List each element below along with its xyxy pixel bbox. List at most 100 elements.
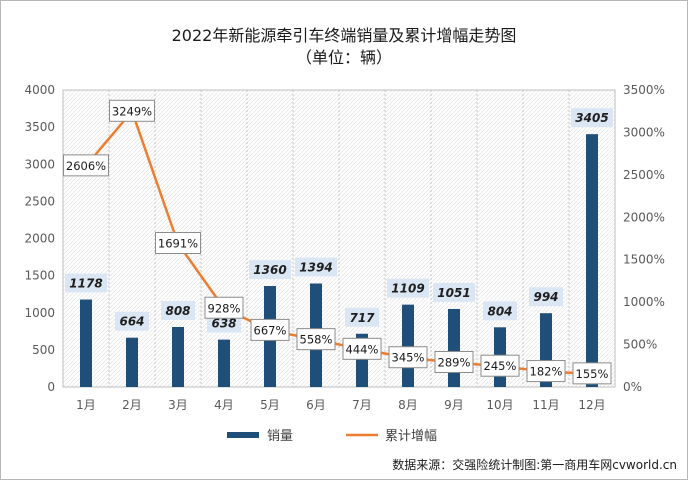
bar-data-label-text: 808 xyxy=(165,304,190,318)
chart-title: 2022年新能源牵引车终端销量及累计增幅走势图 xyxy=(172,26,517,45)
y-left-tick-label: 4000 xyxy=(24,83,55,97)
line-data-label-text: 667% xyxy=(254,323,287,337)
bar-data-label: 1360 xyxy=(249,260,291,280)
y-right-tick-label: 1500% xyxy=(623,253,665,267)
line-data-label: 1691% xyxy=(155,232,201,255)
bar-data-label: 664 xyxy=(115,311,149,331)
bar-data-label: 804 xyxy=(483,301,517,321)
x-tick-label: 10月 xyxy=(486,398,513,412)
line-data-label: 345% xyxy=(388,346,428,369)
data-source: 数据来源：交强险统计制图:第一商用车网cvworld.cn xyxy=(392,457,677,472)
bar-data-labels: 1178 664 808 638 1360 1394 717 1109 1051 804 994 34… xyxy=(65,108,613,333)
bar xyxy=(402,304,414,387)
x-axis: 1月 2月 3月 4月 5月 6月 7月 8月 9月 10月 11月 12月 xyxy=(76,398,605,412)
y-left-tick-label: 2000 xyxy=(24,232,55,246)
line-data-label-text: 345% xyxy=(392,351,425,365)
legend-swatch-bar xyxy=(227,432,259,438)
x-tick-label: 1月 xyxy=(76,398,96,412)
line-data-label-text: 245% xyxy=(484,359,517,373)
bar-data-label-text: 638 xyxy=(211,317,236,331)
y-left-tick-label: 1500 xyxy=(24,269,55,283)
line-data-label-box xyxy=(388,346,428,369)
bar-data-label-text: 804 xyxy=(487,304,512,318)
bar-data-label-bg xyxy=(483,301,517,321)
y-right-tick-label: 500% xyxy=(623,338,657,352)
bar-data-label: 717 xyxy=(345,307,379,327)
x-tick-label: 7月 xyxy=(352,398,372,412)
y-right-tick-label: 2000% xyxy=(623,210,665,224)
line-data-label-box xyxy=(250,318,290,341)
x-tick-label: 11月 xyxy=(532,398,559,412)
x-tick-label: 2月 xyxy=(122,398,142,412)
line-data-label: 289% xyxy=(434,350,474,373)
bar-data-label-text: 1360 xyxy=(253,263,286,277)
bar-data-label-bg xyxy=(387,278,429,298)
line-data-label-box xyxy=(480,354,520,377)
bar xyxy=(586,134,598,387)
line-data-label-text: 289% xyxy=(438,355,471,369)
y-right-tick-label: 1000% xyxy=(623,295,665,309)
line-data-label-text: 558% xyxy=(300,333,333,347)
bar-data-label-text: 717 xyxy=(349,311,375,325)
bar-data-label: 1394 xyxy=(295,257,337,277)
x-tick-label: 9月 xyxy=(444,398,464,412)
legend: 销量 累计增幅 xyxy=(227,429,437,444)
legend-label-line: 累计增幅 xyxy=(385,429,437,444)
bar-data-label-bg xyxy=(161,301,195,321)
x-tick-label: 8月 xyxy=(398,398,418,412)
x-tick-label: 5月 xyxy=(260,398,280,412)
bar-data-label: 1109 xyxy=(387,278,429,298)
bar-data-label-bg xyxy=(571,108,613,128)
bar-data-label-text: 1394 xyxy=(299,260,332,274)
line-data-label-box xyxy=(63,154,109,177)
bar-data-label-text: 1178 xyxy=(69,277,102,291)
plot-border xyxy=(62,89,616,388)
line-data-label-box xyxy=(155,232,201,255)
bar-data-label: 994 xyxy=(529,287,563,307)
bar-data-label-bg xyxy=(249,260,291,280)
line-data-label: 558% xyxy=(296,328,336,351)
bar xyxy=(448,308,460,387)
y-left-tick-label: 500 xyxy=(32,343,55,357)
y-right-tick-label: 3500% xyxy=(623,83,665,97)
bar-data-label-bg xyxy=(115,311,149,331)
x-tick-label: 12月 xyxy=(578,398,605,412)
line-data-label-text: 2606% xyxy=(66,159,106,173)
bar-data-label-text: 1051 xyxy=(437,286,470,300)
line-data-label: 928% xyxy=(204,296,244,319)
x-tick-label: 4月 xyxy=(214,398,234,412)
bar-data-label-bg xyxy=(345,307,379,327)
line-data-label: 2606% xyxy=(63,154,109,177)
bar xyxy=(218,339,230,387)
line-data-label-box xyxy=(526,360,566,383)
bar-data-label-bg xyxy=(433,282,475,302)
line-data-label-box xyxy=(572,362,612,385)
line-data-label: 245% xyxy=(480,354,520,377)
line-data-label: 155% xyxy=(572,362,612,385)
y-left-tick-label: 3000 xyxy=(24,157,55,171)
line-data-label-box xyxy=(342,337,382,360)
bar-data-label-text: 3405 xyxy=(575,111,608,125)
bar-data-label-bg xyxy=(295,257,337,277)
line-data-label: 3249% xyxy=(109,99,155,122)
bar xyxy=(126,337,138,387)
bar-data-label-text: 994 xyxy=(533,290,558,304)
y-axis-right: 0% 500% 1000% 1500% 2000% 2500% 3000% 3500% xyxy=(623,83,665,394)
bar xyxy=(172,327,184,387)
bar-data-label: 3405 xyxy=(571,108,613,128)
y-left-tick-label: 3500 xyxy=(24,120,55,134)
bar-data-label-text: 1109 xyxy=(391,282,424,296)
line-data-label-box xyxy=(434,350,474,373)
line-data-label-text: 444% xyxy=(346,342,379,356)
y-right-tick-label: 0% xyxy=(623,380,642,394)
y-axis-left: 0 500 1000 1500 2000 2500 3000 3500 4000 xyxy=(24,83,55,394)
bar-data-label: 808 xyxy=(161,301,195,321)
legend-label-bar: 销量 xyxy=(267,429,293,444)
bar-data-label-text: 664 xyxy=(119,315,144,329)
line-data-label-text: 182% xyxy=(530,365,563,379)
bar-data-label-bg xyxy=(529,287,563,307)
line-data-labels: 2606% 3249% 1691% 928% 667% 558% 444% 345% 289% 2… xyxy=(63,99,612,385)
line-data-label: 444% xyxy=(342,337,382,360)
